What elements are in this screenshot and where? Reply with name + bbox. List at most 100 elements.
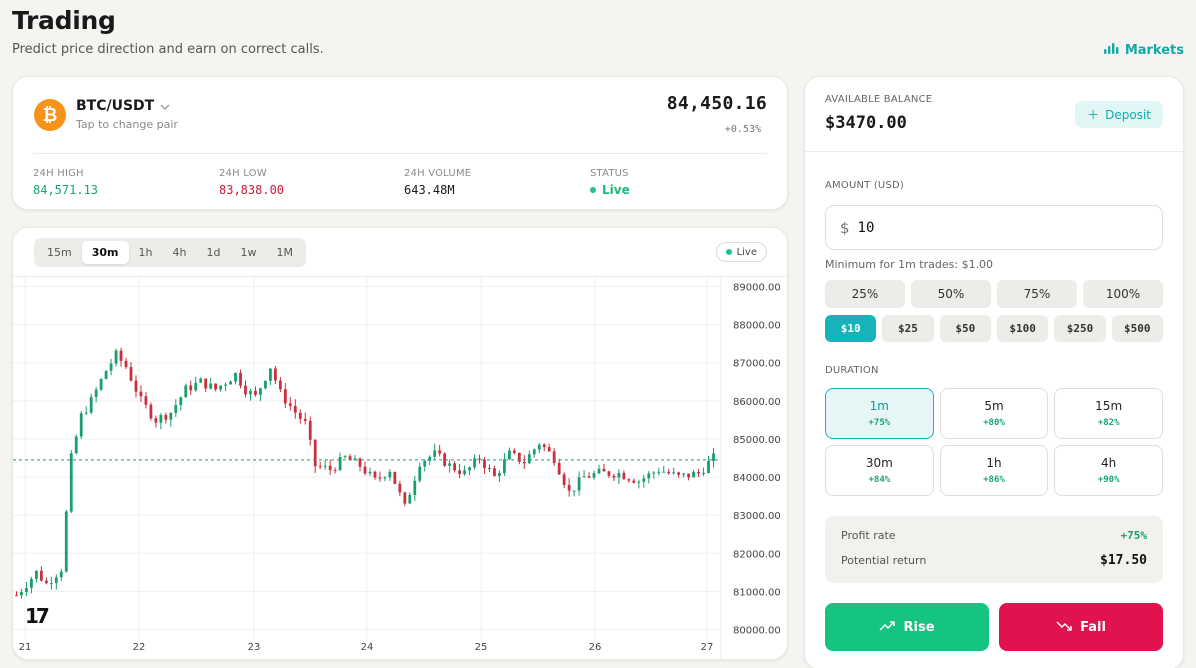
preset-500-button[interactable]: $500 bbox=[1111, 315, 1163, 342]
duration-30m-button[interactable]: 30m +84% bbox=[825, 445, 934, 496]
deposit-button[interactable]: ＋ Deposit bbox=[1075, 101, 1163, 128]
y-tick-label: 88000.00 bbox=[733, 321, 781, 332]
timeframe-1h[interactable]: 1h bbox=[138, 246, 153, 259]
candle-body bbox=[348, 456, 352, 461]
fall-button[interactable]: Fall bbox=[999, 603, 1163, 651]
preset-50-button[interactable]: $50 bbox=[939, 315, 991, 342]
candle-body bbox=[194, 382, 198, 391]
preset-25-button[interactable]: $25 bbox=[882, 315, 934, 342]
live-dot-icon bbox=[590, 187, 596, 193]
candle-body bbox=[438, 450, 442, 454]
x-tick-label: 22 bbox=[133, 642, 146, 653]
bitcoin-icon: ₿ bbox=[34, 99, 66, 131]
candle-body bbox=[483, 459, 486, 469]
candle-body bbox=[109, 363, 113, 371]
deposit-label: Deposit bbox=[1105, 107, 1151, 122]
candle-body bbox=[124, 360, 128, 368]
candle-body bbox=[662, 471, 666, 473]
balance-label: AVAILABLE BALANCE bbox=[825, 94, 933, 105]
percent-100-button[interactable]: 100% bbox=[1083, 280, 1163, 308]
candle-body bbox=[179, 397, 183, 406]
amount-input[interactable] bbox=[857, 219, 1138, 236]
stat-value: 84,571.13 bbox=[33, 183, 99, 197]
duration-5m-button[interactable]: 5m +80% bbox=[939, 388, 1049, 439]
profit-rate-label: Profit rate bbox=[841, 529, 896, 542]
candle-body bbox=[458, 470, 461, 475]
y-tick-label: 89000.00 bbox=[733, 283, 781, 294]
fall-label: Fall bbox=[1080, 619, 1106, 635]
candle-body bbox=[259, 388, 262, 395]
profit-rate-value: +75% bbox=[1120, 529, 1148, 542]
candle-body bbox=[214, 383, 218, 390]
candle-body bbox=[94, 389, 98, 398]
candle-body bbox=[702, 472, 705, 474]
stat-label: 24H LOW bbox=[219, 168, 267, 179]
candle-body bbox=[488, 468, 491, 470]
amount-field[interactable]: $ bbox=[825, 205, 1163, 250]
duration-1m-button[interactable]: 1m +75% bbox=[825, 388, 934, 439]
divider bbox=[13, 276, 787, 277]
candle-body bbox=[35, 570, 38, 579]
timeframe-4h[interactable]: 4h bbox=[172, 246, 187, 259]
candle-body bbox=[652, 472, 656, 474]
y-tick-label: 83000.00 bbox=[733, 511, 781, 522]
candle-body bbox=[64, 511, 68, 572]
candle-body bbox=[463, 470, 466, 475]
stat-24h-high: 24H HIGH 84,571.13 bbox=[33, 168, 98, 197]
percent-75-button[interactable]: 75% bbox=[997, 280, 1077, 308]
candle-body bbox=[144, 396, 148, 405]
timeframe-1M[interactable]: 1M bbox=[276, 246, 293, 259]
preset-10-button[interactable]: $10 bbox=[825, 315, 877, 342]
candle-body bbox=[69, 453, 73, 512]
candle-body bbox=[278, 380, 282, 390]
candle-body bbox=[234, 372, 237, 382]
pair-selector[interactable]: BTC/USDT bbox=[76, 98, 170, 114]
candle-body bbox=[264, 380, 267, 389]
candle-body bbox=[473, 458, 476, 468]
candle-body bbox=[249, 390, 252, 395]
candle-body bbox=[283, 389, 287, 404]
trade-actions: Rise Fall bbox=[825, 603, 1163, 651]
candle-body bbox=[224, 384, 227, 386]
candlestick-chart[interactable]: 89000.00 88000.00 87000.00 86000.00 85000.00… bbox=[13, 277, 788, 660]
timeframe-1w[interactable]: 1w bbox=[240, 246, 257, 259]
candle-body bbox=[134, 380, 138, 392]
duration-1h-button[interactable]: 1h +86% bbox=[939, 445, 1049, 496]
preset-100-button[interactable]: $100 bbox=[996, 315, 1049, 342]
duration-15m-button[interactable]: 15m +82% bbox=[1054, 388, 1163, 439]
trade-panel: AVAILABLE BALANCE $3470.00 ＋ Deposit AMO… bbox=[804, 76, 1184, 668]
candle-body bbox=[532, 449, 536, 455]
amount-label: AMOUNT (USD) bbox=[825, 180, 904, 191]
percent-50-button[interactable]: 50% bbox=[911, 280, 991, 308]
timeframe-30m[interactable]: 30m bbox=[81, 241, 129, 264]
x-tick-label: 23 bbox=[248, 642, 261, 653]
duration-label: DURATION bbox=[825, 365, 879, 376]
price-change: +0.53% bbox=[724, 124, 761, 135]
candle-body bbox=[612, 475, 616, 478]
divider bbox=[33, 153, 767, 154]
duration-payout: +90% bbox=[1097, 475, 1120, 485]
duration-4h-button[interactable]: 4h +90% bbox=[1054, 445, 1163, 496]
candle-body bbox=[493, 468, 496, 476]
candle-body bbox=[707, 461, 710, 473]
candle-body bbox=[667, 471, 671, 474]
candle-body bbox=[627, 479, 631, 481]
preset-250-button[interactable]: $250 bbox=[1054, 315, 1106, 342]
markets-link[interactable]: Markets bbox=[1103, 42, 1184, 58]
candle-body bbox=[677, 472, 681, 475]
candle-body bbox=[507, 450, 511, 460]
duration-label: 15m bbox=[1095, 399, 1123, 413]
balance-value: $3470.00 bbox=[825, 113, 907, 133]
candle-body bbox=[642, 478, 646, 482]
candle-body bbox=[503, 459, 506, 473]
candle-body bbox=[184, 385, 188, 398]
candle-body bbox=[527, 454, 531, 464]
rise-button[interactable]: Rise bbox=[825, 603, 989, 651]
percent-25-button[interactable]: 25% bbox=[825, 280, 905, 308]
timeframe-15m[interactable]: 15m bbox=[47, 246, 72, 259]
duration-label: 1m bbox=[869, 399, 889, 413]
timeframe-1d[interactable]: 1d bbox=[206, 246, 221, 259]
candle-body bbox=[687, 473, 691, 478]
candle-body bbox=[632, 480, 636, 483]
candle-body bbox=[522, 461, 526, 464]
